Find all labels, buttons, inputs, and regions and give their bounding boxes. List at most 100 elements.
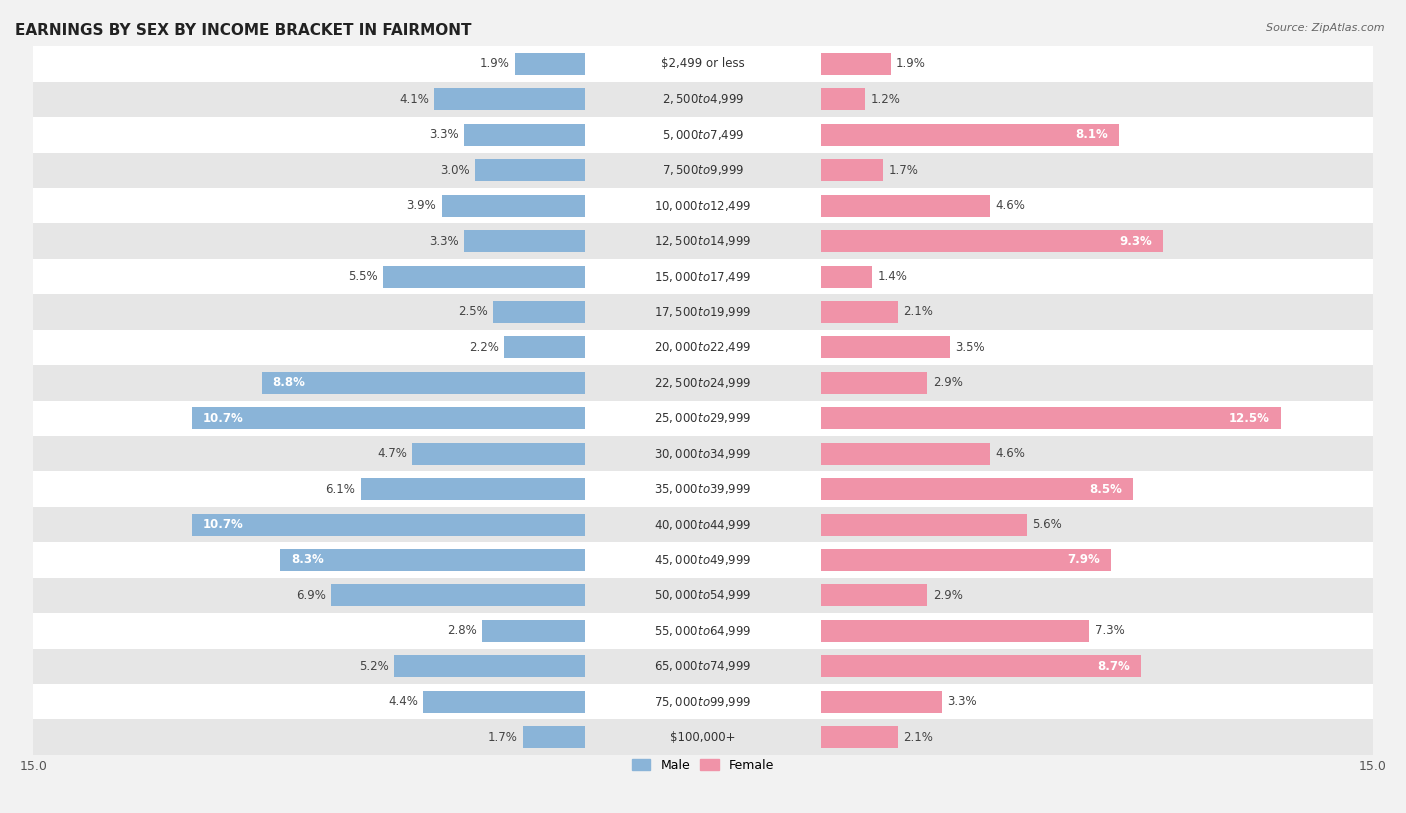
Bar <box>441 194 585 216</box>
Text: 3.3%: 3.3% <box>429 235 458 248</box>
Text: 6.9%: 6.9% <box>297 589 326 602</box>
Bar <box>412 443 585 465</box>
Bar <box>34 506 1372 542</box>
Bar <box>191 407 585 429</box>
Text: $7,500 to $9,999: $7,500 to $9,999 <box>662 163 744 177</box>
Bar <box>34 153 1372 188</box>
Bar <box>464 230 585 252</box>
Text: 2.2%: 2.2% <box>470 341 499 354</box>
Bar <box>434 89 585 111</box>
Bar <box>821 372 928 393</box>
Text: 2.9%: 2.9% <box>934 376 963 389</box>
Bar <box>34 684 1372 720</box>
Text: 9.3%: 9.3% <box>1119 235 1152 248</box>
Text: 3.9%: 3.9% <box>406 199 436 212</box>
Text: EARNINGS BY SEX BY INCOME BRACKET IN FAIRMONT: EARNINGS BY SEX BY INCOME BRACKET IN FAI… <box>15 23 471 38</box>
Legend: Male, Female: Male, Female <box>627 754 779 777</box>
Bar <box>464 124 585 146</box>
Text: $22,500 to $24,999: $22,500 to $24,999 <box>654 376 752 389</box>
Bar <box>34 472 1372 506</box>
Bar <box>382 266 585 288</box>
Text: 3.0%: 3.0% <box>440 163 470 176</box>
Text: 2.1%: 2.1% <box>904 306 934 319</box>
Bar <box>821 514 1026 536</box>
Text: 7.3%: 7.3% <box>1095 624 1125 637</box>
Bar <box>34 578 1372 613</box>
Text: $45,000 to $49,999: $45,000 to $49,999 <box>654 553 752 567</box>
Text: 2.5%: 2.5% <box>458 306 488 319</box>
Text: 3.5%: 3.5% <box>955 341 984 354</box>
Bar <box>523 726 585 748</box>
Text: $17,500 to $19,999: $17,500 to $19,999 <box>654 305 752 319</box>
Text: 4.4%: 4.4% <box>388 695 418 708</box>
Bar <box>262 372 585 393</box>
Text: 1.7%: 1.7% <box>488 731 517 744</box>
Bar <box>821 194 990 216</box>
Text: 1.2%: 1.2% <box>870 93 900 106</box>
Bar <box>516 53 585 75</box>
Text: 10.7%: 10.7% <box>202 411 243 424</box>
Bar <box>821 478 1133 500</box>
Text: 8.3%: 8.3% <box>291 554 323 567</box>
Text: $35,000 to $39,999: $35,000 to $39,999 <box>654 482 752 496</box>
Bar <box>821 89 865 111</box>
Bar <box>34 649 1372 684</box>
Text: $30,000 to $34,999: $30,000 to $34,999 <box>654 446 752 461</box>
Text: 8.8%: 8.8% <box>273 376 305 389</box>
Bar <box>821 443 990 465</box>
Bar <box>821 691 942 713</box>
Text: 3.3%: 3.3% <box>948 695 977 708</box>
Text: 5.5%: 5.5% <box>347 270 377 283</box>
Bar <box>34 224 1372 259</box>
Text: 5.2%: 5.2% <box>359 659 388 672</box>
Bar <box>34 81 1372 117</box>
Text: $55,000 to $64,999: $55,000 to $64,999 <box>654 624 752 638</box>
Text: $10,000 to $12,499: $10,000 to $12,499 <box>654 198 752 213</box>
Text: 7.9%: 7.9% <box>1067 554 1101 567</box>
Text: 4.6%: 4.6% <box>995 199 1025 212</box>
Text: $5,000 to $7,499: $5,000 to $7,499 <box>662 128 744 141</box>
Bar <box>394 655 585 677</box>
Text: 4.6%: 4.6% <box>995 447 1025 460</box>
Text: 1.7%: 1.7% <box>889 163 918 176</box>
Bar <box>505 337 585 359</box>
Text: 5.6%: 5.6% <box>1032 518 1062 531</box>
Bar <box>34 188 1372 224</box>
Bar <box>494 301 585 323</box>
Bar <box>34 117 1372 153</box>
Bar <box>821 266 872 288</box>
Bar <box>821 301 898 323</box>
Bar <box>34 259 1372 294</box>
Bar <box>423 691 585 713</box>
Text: 8.5%: 8.5% <box>1090 483 1122 496</box>
Bar <box>482 620 585 641</box>
Text: $40,000 to $44,999: $40,000 to $44,999 <box>654 518 752 532</box>
Text: 1.9%: 1.9% <box>479 58 510 71</box>
Bar <box>191 514 585 536</box>
Text: $25,000 to $29,999: $25,000 to $29,999 <box>654 411 752 425</box>
Bar <box>34 330 1372 365</box>
Text: 8.7%: 8.7% <box>1097 659 1130 672</box>
Bar <box>332 585 585 606</box>
Bar <box>34 294 1372 330</box>
Bar <box>821 53 890 75</box>
Bar <box>821 230 1163 252</box>
Text: 4.1%: 4.1% <box>399 93 429 106</box>
Bar <box>280 549 585 571</box>
Bar <box>34 542 1372 578</box>
Text: $12,500 to $14,999: $12,500 to $14,999 <box>654 234 752 248</box>
Text: 1.9%: 1.9% <box>896 58 927 71</box>
Text: 1.4%: 1.4% <box>877 270 908 283</box>
Text: 2.1%: 2.1% <box>904 731 934 744</box>
Bar <box>821 337 949 359</box>
Bar <box>821 585 928 606</box>
Text: $50,000 to $54,999: $50,000 to $54,999 <box>654 589 752 602</box>
Text: 3.3%: 3.3% <box>429 128 458 141</box>
Bar <box>821 124 1119 146</box>
Bar <box>475 159 585 181</box>
Bar <box>34 401 1372 436</box>
Text: 2.8%: 2.8% <box>447 624 477 637</box>
Bar <box>821 655 1140 677</box>
Text: $2,499 or less: $2,499 or less <box>661 58 745 71</box>
Bar <box>34 46 1372 81</box>
